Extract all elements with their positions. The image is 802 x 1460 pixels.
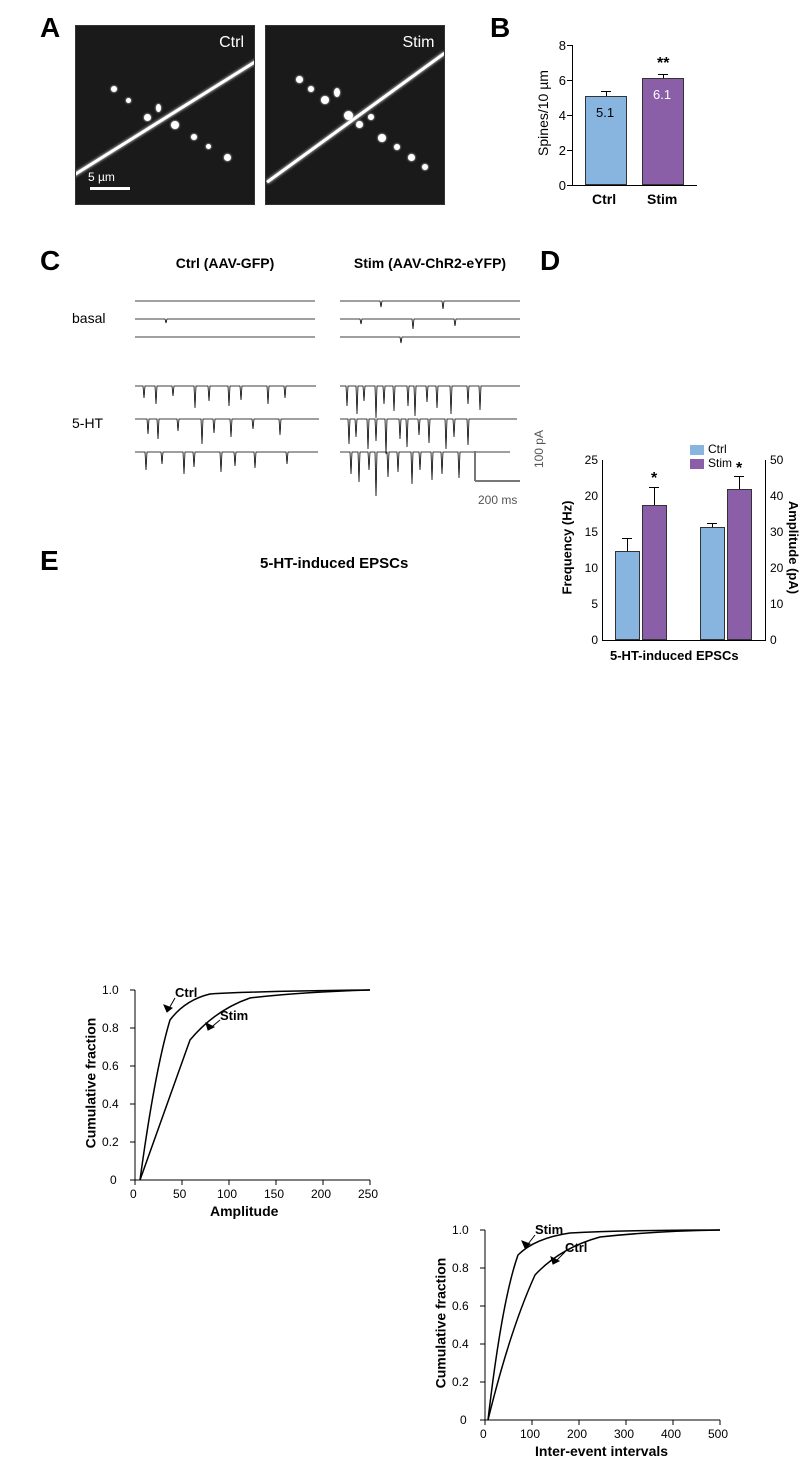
- svg-text:1.0: 1.0: [102, 983, 119, 997]
- panel-e-title: 5-HT-induced EPSCs: [260, 555, 408, 572]
- panel-d-label: D: [540, 245, 560, 277]
- svg-text:300: 300: [614, 1427, 634, 1441]
- panel-a-label: A: [40, 12, 60, 44]
- panel-b-ylabel: Spines/10 µm: [535, 70, 551, 156]
- svg-text:50: 50: [173, 1187, 187, 1201]
- panel-a-images: Ctrl 5 µm Stim: [75, 25, 445, 210]
- svg-text:200: 200: [567, 1427, 587, 1441]
- sig-b: **: [657, 55, 669, 73]
- panel-e-label: E: [40, 545, 59, 577]
- svg-text:0: 0: [460, 1413, 467, 1427]
- svg-text:0: 0: [480, 1427, 487, 1441]
- svg-text:500: 500: [708, 1427, 728, 1441]
- panel-d-chart: 0 5 10 15 20 25 0 10 20 30 40 50 Frequen…: [560, 450, 790, 670]
- svg-text:0: 0: [110, 1173, 117, 1187]
- panel-e-right: 0 0.2 0.4 0.6 0.8 1.0 0 100 200 300 400 …: [430, 1220, 730, 1460]
- micro-stim: Stim: [265, 25, 445, 205]
- panel-c-label: C: [40, 245, 60, 277]
- micro-ctrl: Ctrl 5 µm: [75, 25, 255, 205]
- svg-text:0.6: 0.6: [452, 1299, 469, 1313]
- svg-text:0.8: 0.8: [452, 1261, 469, 1275]
- svg-text:0.4: 0.4: [102, 1097, 119, 1111]
- svg-text:0.8: 0.8: [102, 1021, 119, 1035]
- svg-text:0.2: 0.2: [102, 1135, 119, 1149]
- trace-svg: [80, 271, 520, 496]
- panel-b-chart: 0 2 4 6 8 Spines/10 µm 5.1 6.1 ** Ctrl S…: [530, 35, 710, 215]
- svg-text:150: 150: [264, 1187, 284, 1201]
- micro-stim-label: Stim: [402, 34, 434, 52]
- bar-stim: 6.1: [642, 78, 684, 185]
- svg-text:0.2: 0.2: [452, 1375, 469, 1389]
- svg-text:400: 400: [661, 1427, 681, 1441]
- panel-b-label: B: [490, 12, 510, 44]
- svg-text:0: 0: [130, 1187, 137, 1201]
- scale-text: 5 µm: [88, 170, 115, 184]
- svg-text:200: 200: [311, 1187, 331, 1201]
- svg-text:0.4: 0.4: [452, 1337, 469, 1351]
- svg-text:100: 100: [217, 1187, 237, 1201]
- panel-c-traces: Ctrl (AAV-GFP) Stim (AAV-ChR2-eYFP) basa…: [80, 255, 530, 496]
- svg-text:0.6: 0.6: [102, 1059, 119, 1073]
- svg-text:100: 100: [520, 1427, 540, 1441]
- bar-ctrl: 5.1: [585, 96, 627, 185]
- panel-e-left: 0 0.2 0.4 0.6 0.8 1.0 0 50 100 150 200 2…: [80, 980, 380, 1220]
- micro-ctrl-label: Ctrl: [219, 34, 244, 52]
- svg-text:250: 250: [358, 1187, 378, 1201]
- svg-text:1.0: 1.0: [452, 1223, 469, 1237]
